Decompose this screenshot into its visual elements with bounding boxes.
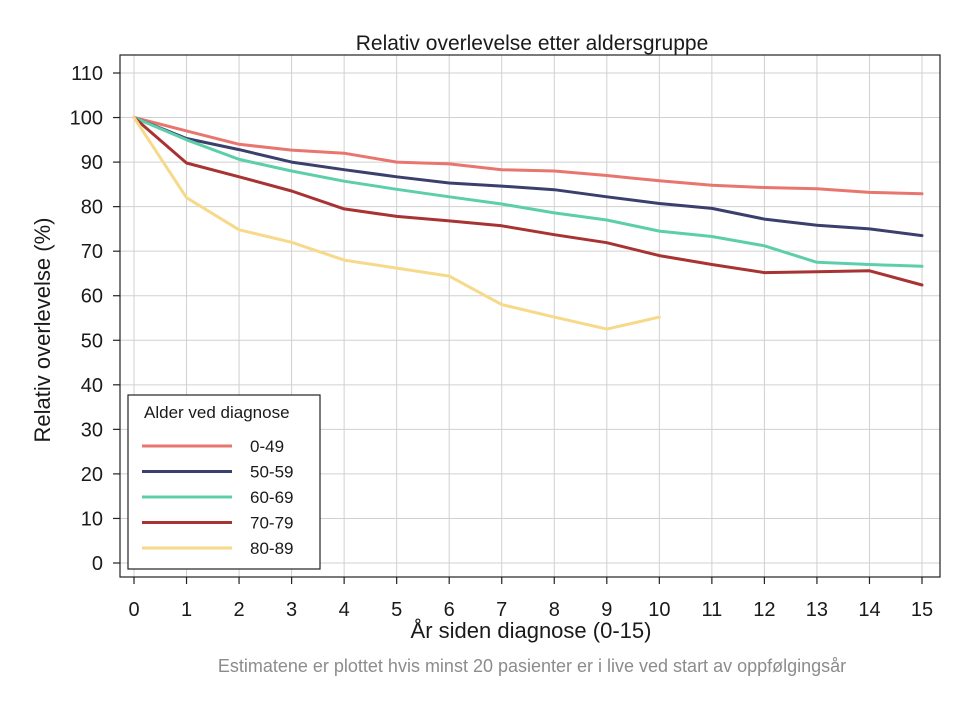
x-tick-label: 14 bbox=[858, 599, 880, 621]
x-tick-label: 7 bbox=[496, 599, 507, 621]
x-tick-label: 0 bbox=[128, 599, 139, 621]
x-tick-label: 15 bbox=[911, 599, 933, 621]
x-tick-label: 10 bbox=[648, 599, 670, 621]
x-tick-label: 2 bbox=[234, 599, 245, 621]
y-tick-label: 70 bbox=[81, 241, 103, 263]
y-tick-label: 90 bbox=[81, 152, 103, 174]
series-line-80-89 bbox=[132, 116, 661, 331]
x-tick-label: 9 bbox=[601, 599, 612, 621]
y-tick-label: 30 bbox=[81, 419, 103, 441]
y-tick-label: 110 bbox=[71, 63, 103, 85]
x-tick-label: 1 bbox=[181, 599, 192, 621]
x-tick-label: 12 bbox=[753, 599, 775, 621]
y-tick-label: 40 bbox=[81, 375, 103, 397]
legend-label-80-89: 80-89 bbox=[250, 539, 293, 558]
series-lines bbox=[132, 116, 924, 331]
legend-items: 0-49 50-59 60-69 70-79 80-89 bbox=[142, 437, 293, 558]
legend-label-50-59: 50-59 bbox=[250, 463, 293, 482]
x-tick-label: 11 bbox=[701, 599, 722, 621]
y-tick-label: 10 bbox=[81, 508, 103, 530]
x-tick-label: 8 bbox=[549, 599, 560, 621]
chart-caption: Estimatene er plottet hvis minst 20 pasi… bbox=[218, 656, 846, 676]
x-axis-label: År siden diagnose (0-15) bbox=[411, 618, 652, 643]
chart-title: Relativ overlevelse etter aldersgruppe bbox=[356, 32, 709, 55]
series-line-50-59 bbox=[132, 116, 924, 238]
series-line-70-79 bbox=[132, 116, 924, 287]
gridlines bbox=[120, 55, 940, 577]
legend-label-60-69: 60-69 bbox=[250, 488, 293, 507]
series-line-60-69 bbox=[132, 116, 924, 268]
y-tick-label: 50 bbox=[81, 330, 103, 352]
x-tick-label: 3 bbox=[286, 599, 297, 621]
plot-frame bbox=[119, 54, 941, 578]
legend-label-0-49: 0-49 bbox=[250, 437, 284, 456]
y-axis-label: Relativ overlevelse (%) bbox=[30, 218, 55, 443]
y-tick-label: 0 bbox=[92, 553, 103, 575]
y-tick-label: 20 bbox=[81, 464, 103, 486]
x-tick-label: 13 bbox=[806, 599, 828, 621]
y-tick-label: 80 bbox=[81, 197, 103, 219]
axes: 0 1 2 3 4 5 6 7 8 9 10 11 12 13 14 15010203040506070809… bbox=[70, 63, 934, 621]
y-tick-label: 100 bbox=[70, 108, 103, 130]
legend-box bbox=[127, 394, 321, 570]
y-tick-label: 60 bbox=[81, 286, 103, 308]
x-tick-label: 5 bbox=[391, 599, 402, 621]
x-tick-label: 4 bbox=[339, 599, 350, 621]
legend-label-70-79: 70-79 bbox=[250, 514, 293, 533]
x-tick-label: 6 bbox=[444, 599, 455, 621]
legend-title: Alder ved diagnose bbox=[144, 403, 290, 422]
series-line-0-49 bbox=[132, 116, 924, 196]
legend: Alder ved diagnose 0-49 50-59 60-69 70-79 80… bbox=[127, 394, 321, 570]
